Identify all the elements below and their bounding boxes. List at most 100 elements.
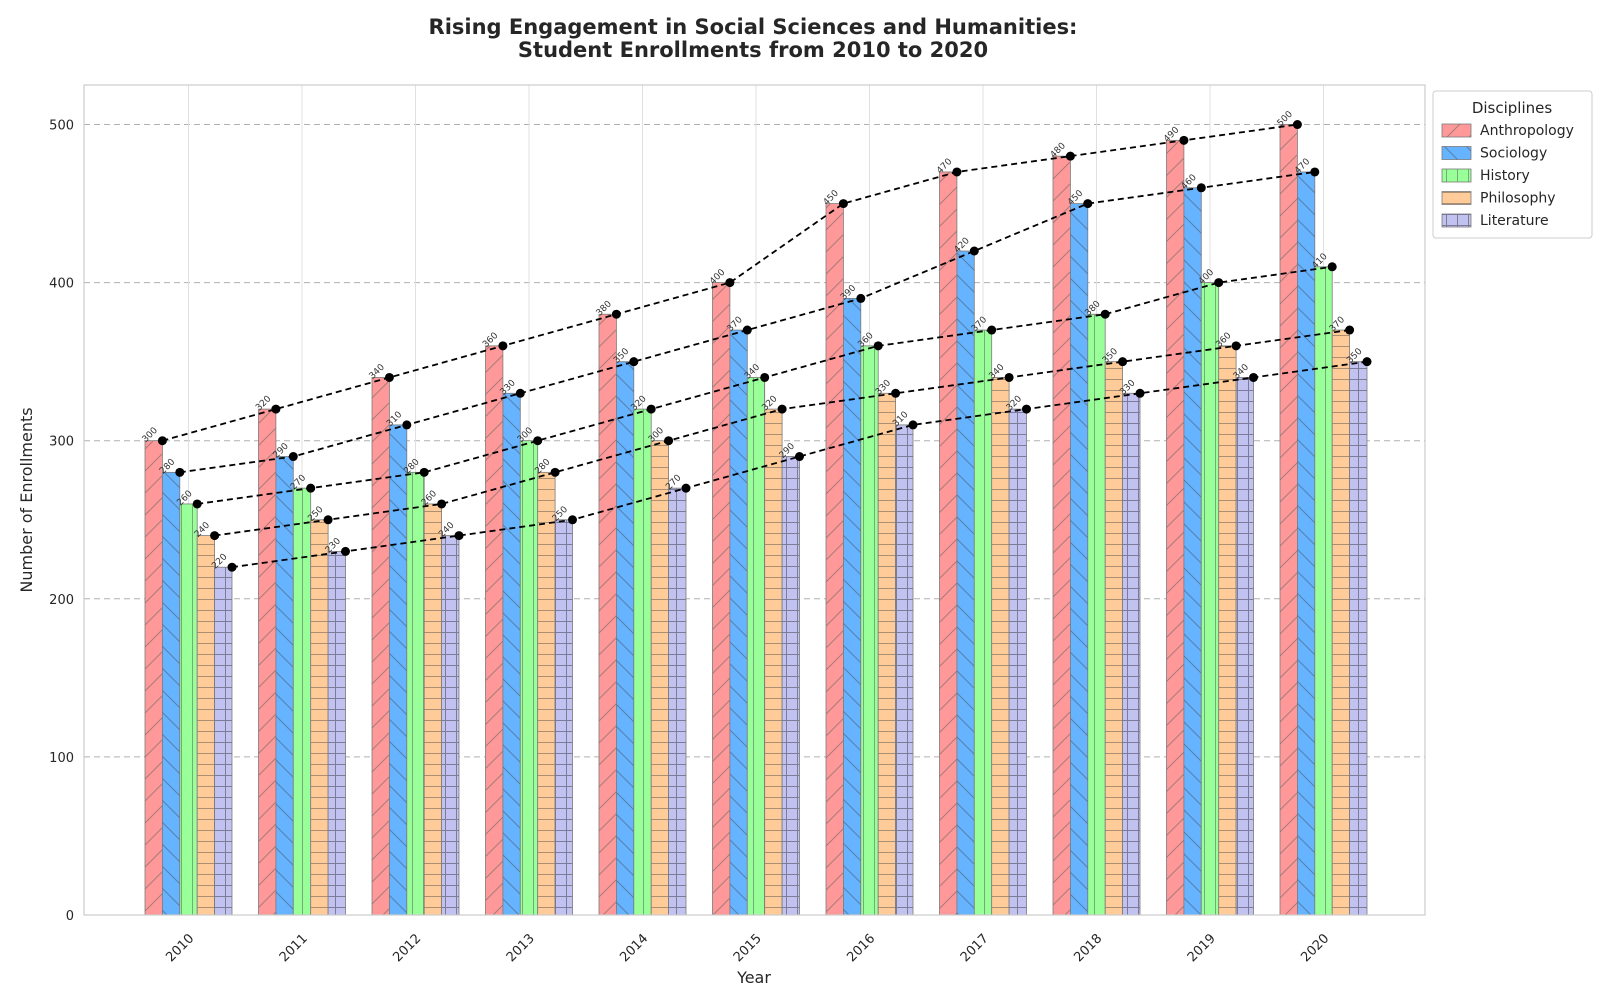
bar-hatch-literature — [1349, 361, 1367, 916]
trend-point-sociology — [1196, 183, 1206, 193]
bar-hatch-anthropology — [939, 171, 957, 915]
bar-hatch-anthropology — [826, 203, 844, 916]
bar-hatch-sociology — [1070, 203, 1088, 916]
trend-point-anthropology — [725, 278, 735, 288]
trend-point-literature — [568, 515, 577, 525]
bars — [144, 124, 1368, 916]
y-axis-ticks: 0 100 200 300 400 500 — [49, 119, 74, 924]
bar-hatch-philosophy — [197, 535, 215, 915]
bar-hatch-history — [293, 488, 311, 915]
trend-point-literature — [454, 531, 464, 541]
bar-hatch-anthropology — [258, 409, 276, 915]
bar-hatch-literature — [1009, 409, 1027, 915]
trend-point-history — [419, 467, 429, 477]
legend-swatch-hatch-philosophy — [1442, 191, 1471, 205]
trend-point-philosophy — [777, 404, 787, 414]
bar-hatch-sociology — [389, 424, 407, 915]
bar-hatch-sociology — [1183, 187, 1202, 915]
legend-box — [1432, 90, 1593, 239]
x-tick-label: 2019 — [1185, 931, 1219, 965]
bar-hatch-sociology — [275, 456, 294, 915]
trend-point-sociology — [515, 388, 525, 398]
trend-point-philosophy — [1345, 325, 1355, 335]
trend-point-anthropology — [1179, 135, 1189, 145]
trend-line-literature — [231, 360, 1368, 569]
bar-hatch-anthropology — [1280, 124, 1298, 916]
bar-hatch-anthropology — [145, 440, 163, 915]
trend-point-sociology — [742, 325, 752, 335]
trend-point-literature — [908, 420, 918, 430]
y-tick-label: 500 — [49, 119, 74, 134]
bar-hatch-sociology — [162, 472, 180, 915]
legend: Disciplines Anthropology Sociology History… — [1432, 90, 1593, 239]
trend-point-history — [873, 341, 883, 351]
bar-hatch-history — [179, 503, 198, 915]
trend-point-sociology — [629, 357, 639, 367]
bar-hatch-anthropology — [1166, 140, 1184, 916]
bar-hatch-literature — [214, 567, 232, 915]
trend-point-philosophy — [210, 531, 220, 541]
bar-hatch-history — [633, 409, 652, 915]
trend-point-literature — [1362, 357, 1372, 367]
bar-hatch-history — [1314, 266, 1333, 915]
bar-hatch-literature — [782, 456, 800, 915]
y-tick-label: 0 — [66, 909, 74, 924]
trend-point-history — [646, 404, 656, 414]
trend-point-philosophy — [1118, 357, 1128, 367]
bar-hatch-philosophy — [310, 519, 329, 915]
trend-point-history — [1327, 262, 1337, 272]
trend-point-anthropology — [952, 167, 962, 177]
legend-title: Disciplines — [1472, 99, 1553, 117]
bar-hatch-history — [747, 377, 765, 915]
bar-hatch-philosophy — [764, 409, 783, 915]
bar-hatch-sociology — [956, 251, 975, 915]
bar-hatch-literature — [328, 551, 346, 915]
chart-title-line2: Student Enrollments from 2010 to 2020 — [518, 38, 988, 62]
trend-point-history — [1214, 278, 1224, 288]
bar-hatch-anthropology — [712, 282, 730, 916]
x-tick-label: 2014 — [617, 931, 651, 965]
trend-point-sociology — [1083, 199, 1093, 209]
trend-point-philosophy — [323, 515, 333, 525]
trend-point-sociology — [402, 420, 412, 430]
bar-hatch-sociology — [616, 361, 634, 916]
trend-point-history — [533, 436, 543, 446]
bar-hatch-anthropology — [1053, 156, 1071, 916]
x-tick-label: 2020 — [1298, 931, 1332, 965]
x-tick-label: 2013 — [504, 931, 538, 965]
trend-point-anthropology — [384, 372, 394, 382]
trend-point-literature — [1022, 404, 1031, 414]
bar-hatch-literature — [668, 488, 686, 915]
bar-hatch-anthropology — [599, 314, 617, 915]
bar-hatch-sociology — [729, 330, 748, 915]
x-tick-label: 2011 — [277, 931, 311, 965]
bar-hatch-philosophy — [1218, 345, 1237, 915]
plot-frame — [83, 84, 1426, 916]
x-tick-label: 2018 — [1071, 931, 1105, 965]
legend-label-anthropology: Anthropology — [1480, 123, 1574, 139]
bar-hatch-sociology — [843, 298, 861, 915]
trend-point-philosophy — [664, 436, 674, 446]
trend-point-literature — [227, 562, 237, 572]
trend-point-sociology — [969, 246, 979, 256]
trend-point-literature — [1135, 388, 1145, 398]
bar-hatch-philosophy — [1332, 330, 1350, 915]
bar-hatch-sociology — [502, 393, 521, 915]
trend-point-anthropology — [157, 436, 167, 446]
bar-hatch-philosophy — [424, 503, 442, 915]
bar-hatch-history — [860, 345, 879, 915]
x-axis-ticks: 2010 2011 2012 2013 2014 2015 2016 2017 2018 2019… — [163, 931, 1332, 965]
trend-point-anthropology — [271, 404, 281, 414]
trend-point-literature — [681, 483, 691, 493]
bar-hatch-literature — [1236, 377, 1254, 915]
y-axis-label: Number of Enrollments — [17, 407, 36, 592]
legend-swatch-hatch-sociology — [1442, 146, 1471, 160]
trend-point-anthropology — [498, 341, 508, 351]
y-tick-label: 400 — [49, 277, 74, 292]
legend-swatch-hatch-anthropology — [1442, 124, 1471, 137]
x-tick-label: 2016 — [844, 931, 878, 965]
trend-point-philosophy — [1004, 372, 1014, 382]
y-tick-label: 200 — [49, 593, 74, 608]
bar-hatch-sociology — [1297, 171, 1315, 915]
legend-label-philosophy: Philosophy — [1480, 191, 1556, 207]
